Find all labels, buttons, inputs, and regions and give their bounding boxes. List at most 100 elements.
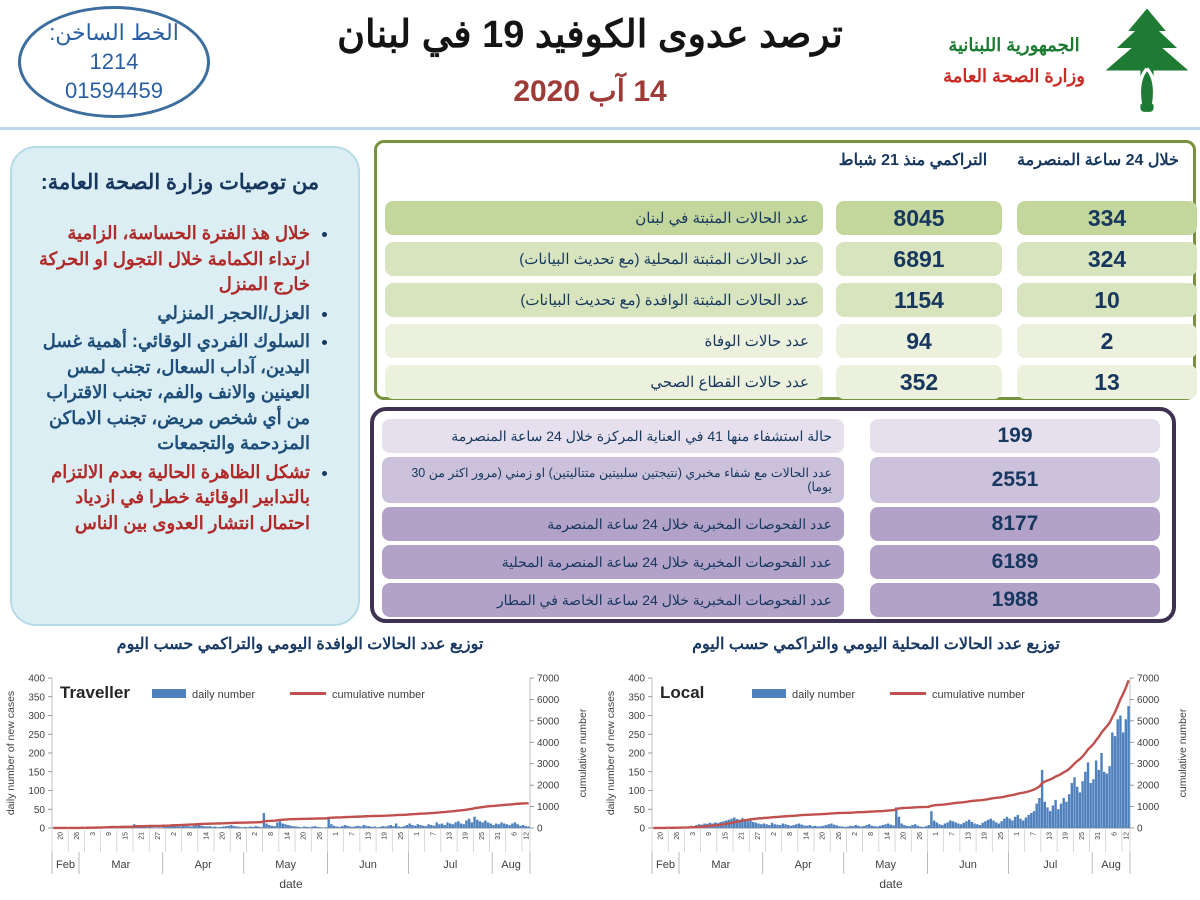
svg-text:150: 150 — [628, 767, 645, 778]
svg-text:13: 13 — [965, 832, 972, 840]
cumulative-line — [653, 679, 1130, 830]
hotline-short-number: 1214 — [89, 49, 139, 75]
svg-text:14: 14 — [284, 832, 291, 840]
chart-name: Traveller — [60, 683, 130, 702]
svg-text:1000: 1000 — [1137, 802, 1160, 813]
row-value: 8177 — [870, 507, 1160, 541]
svg-text:2000: 2000 — [537, 781, 560, 792]
svg-text:12: 12 — [523, 832, 530, 840]
row-label: عدد الحالات المثبتة في لبنان — [385, 201, 823, 235]
svg-text:8: 8 — [787, 832, 794, 836]
legend-daily-label: daily number — [792, 689, 855, 701]
svg-text:25: 25 — [998, 832, 1005, 840]
svg-text:5000: 5000 — [537, 716, 560, 727]
svg-text:20: 20 — [301, 832, 308, 840]
table-row: عدد الفحوصات المخبرية خلال 24 ساعة الخاص… — [382, 583, 1160, 617]
svg-text:12: 12 — [1123, 832, 1130, 840]
row-value: 2551 — [870, 457, 1160, 503]
svg-text:14: 14 — [203, 832, 210, 840]
svg-text:26: 26 — [74, 832, 81, 840]
cumulative-value: 352 — [836, 365, 1002, 399]
svg-text:150: 150 — [28, 767, 45, 778]
svg-text:Jun: Jun — [959, 859, 977, 871]
svg-text:26: 26 — [917, 832, 924, 840]
y-axis-left-title: daily number of new cases — [5, 691, 17, 815]
svg-text:Mar: Mar — [111, 859, 130, 871]
svg-text:9: 9 — [706, 832, 713, 836]
svg-text:400: 400 — [628, 674, 645, 685]
svg-text:26: 26 — [674, 832, 681, 840]
page-title: ترصد عدوى الكوفيد 19 في لبنان — [337, 14, 843, 56]
svg-text:Mar: Mar — [711, 859, 730, 871]
svg-text:Jul: Jul — [1043, 859, 1057, 871]
svg-text:20: 20 — [58, 832, 65, 840]
table-row: عدد الفحوصات المخبرية خلال 24 ساعة المنص… — [382, 545, 1160, 579]
svg-text:7: 7 — [1030, 832, 1037, 836]
svg-text:50: 50 — [634, 805, 646, 816]
table-row: عدد حالات الوفاة 94 2 — [385, 324, 1197, 358]
ministry-title: وزارة الصحة العامة — [943, 65, 1085, 86]
chart-name: Local — [660, 683, 704, 702]
svg-text:20: 20 — [658, 832, 665, 840]
svg-text:20: 20 — [901, 832, 908, 840]
svg-text:250: 250 — [28, 730, 45, 741]
svg-text:25: 25 — [398, 832, 405, 840]
svg-text:Aug: Aug — [501, 859, 521, 871]
svg-text:6000: 6000 — [1137, 695, 1160, 706]
svg-text:27: 27 — [755, 832, 762, 840]
svg-text:19: 19 — [382, 832, 389, 840]
svg-text:21: 21 — [139, 832, 146, 840]
row-label: عدد الفحوصات المخبرية خلال 24 ساعة المنص… — [382, 545, 844, 579]
svg-text:250: 250 — [628, 730, 645, 741]
last24h-value: 13 — [1017, 365, 1197, 399]
traveller-chart: 0501001502002503003504000100020003000400… — [5, 674, 589, 892]
svg-text:Aug: Aug — [1101, 859, 1121, 871]
svg-text:100: 100 — [28, 786, 45, 797]
svg-text:8: 8 — [268, 832, 275, 836]
svg-text:Jun: Jun — [359, 859, 377, 871]
svg-text:21: 21 — [739, 832, 746, 840]
table-row: عدد الحالات مع شفاء مخبري (نتيجتين سلبيت… — [382, 457, 1160, 503]
svg-text:1: 1 — [933, 832, 940, 836]
svg-text:27: 27 — [155, 832, 162, 840]
svg-text:0: 0 — [537, 824, 543, 835]
recommendations-list: خلال هذ الفترة الحساسة، الزامية ارتداء ا… — [26, 221, 330, 537]
svg-text:7000: 7000 — [537, 674, 560, 685]
svg-text:200: 200 — [628, 749, 645, 760]
svg-text:31: 31 — [1095, 832, 1102, 840]
summary-table-rows: عدد الحالات المثبتة في لبنان 8045 334 عدد ا… — [385, 201, 1197, 399]
hotline-label: الخط الساخن: — [49, 20, 179, 45]
svg-text:26: 26 — [317, 832, 324, 840]
legend-bar-swatch — [752, 689, 786, 698]
svg-text:25: 25 — [1079, 832, 1086, 840]
recommendation-item: خلال هذ الفترة الحساسة، الزامية ارتداء ا… — [26, 221, 310, 298]
svg-text:100: 100 — [628, 786, 645, 797]
svg-text:14: 14 — [803, 832, 810, 840]
svg-text:15: 15 — [722, 832, 729, 840]
legend-cumulative-label: cumulative number — [932, 689, 1025, 701]
last24h-value: 334 — [1017, 201, 1197, 235]
svg-text:7: 7 — [430, 832, 437, 836]
svg-text:2: 2 — [771, 832, 778, 836]
traveller-chart-title: توزيع عدد الحالات الوافدة اليومي والتراك… — [116, 636, 484, 653]
x-axis-title: date — [879, 877, 903, 891]
svg-text:0: 0 — [39, 824, 45, 835]
cedar-logo-icon — [1105, 8, 1189, 112]
svg-text:300: 300 — [28, 711, 45, 722]
svg-text:20: 20 — [820, 832, 827, 840]
table-row: عدد الفحوصات المخبرية خلال 24 ساعة المنص… — [382, 507, 1160, 541]
svg-text:Feb: Feb — [56, 859, 75, 871]
cumulative-value: 1154 — [836, 283, 1002, 317]
row-label: عدد حالات الوفاة — [385, 324, 823, 358]
y-axis-left-title: daily number of new cases — [605, 691, 617, 815]
row-label: عدد الحالات مع شفاء مخبري (نتيجتين سلبيت… — [382, 457, 844, 503]
svg-text:7000: 7000 — [1137, 674, 1160, 685]
row-label: حالة استشفاء منها 41 في العناية المركزة … — [382, 419, 844, 453]
svg-text:400: 400 — [28, 674, 45, 685]
svg-text:8: 8 — [868, 832, 875, 836]
row-label: عدد الحالات المثبتة المحلية (مع تحديث ال… — [385, 242, 823, 276]
legend-bar-swatch — [152, 689, 186, 698]
svg-text:13: 13 — [365, 832, 372, 840]
legend-daily-label: daily number — [192, 689, 255, 701]
